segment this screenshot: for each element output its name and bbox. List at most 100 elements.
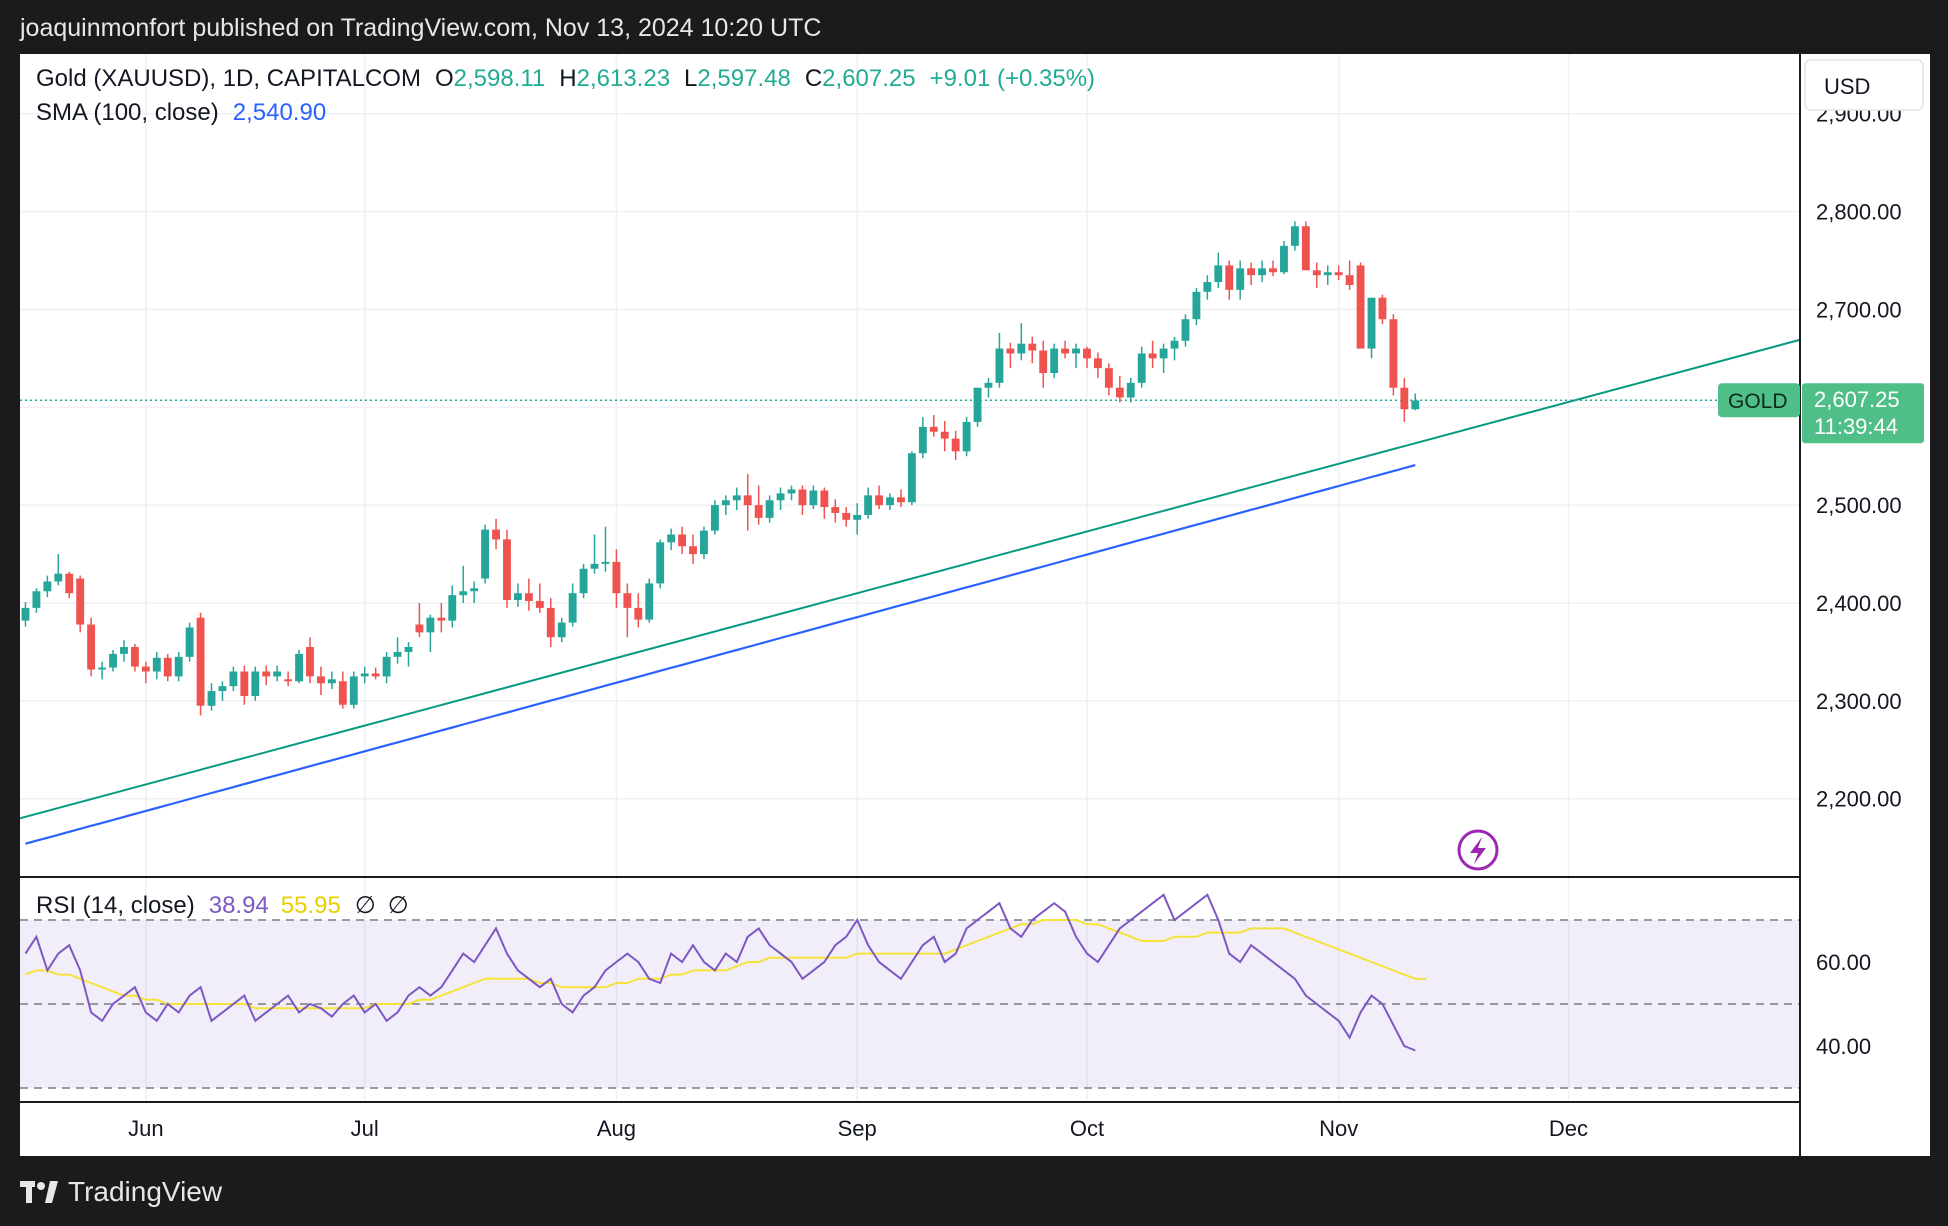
candle[interactable]	[1061, 340, 1070, 359]
candle[interactable]	[448, 585, 457, 628]
candle[interactable]	[700, 526, 708, 559]
candle[interactable]	[229, 666, 238, 692]
candle[interactable]	[689, 534, 697, 564]
candle[interactable]	[338, 671, 347, 709]
candle[interactable]	[1148, 340, 1157, 369]
legend-ohlc[interactable]: Gold (XAUUSD), 1D, CAPITALCOM O2,598.11 H2…	[36, 65, 1095, 92]
candle[interactable]	[1225, 260, 1234, 300]
candle[interactable]	[327, 671, 336, 690]
candle[interactable]	[765, 495, 774, 523]
candle[interactable]	[710, 500, 719, 535]
candle[interactable]	[1301, 221, 1310, 271]
candle[interactable]	[1104, 363, 1113, 396]
candle[interactable]	[973, 387, 982, 427]
candle[interactable]	[1400, 377, 1409, 422]
candle[interactable]	[897, 489, 905, 508]
candle[interactable]	[87, 617, 96, 677]
candle[interactable]	[634, 593, 643, 628]
candle[interactable]	[1039, 340, 1048, 388]
candle[interactable]	[174, 651, 183, 682]
candle[interactable]	[962, 417, 971, 457]
candle[interactable]	[393, 637, 402, 664]
legend-sma[interactable]: SMA (100, close) 2,540.90	[36, 99, 326, 126]
candle[interactable]	[1126, 377, 1135, 403]
candle[interactable]	[831, 499, 840, 523]
candle[interactable]	[1115, 375, 1124, 403]
price-axis[interactable]	[1801, 54, 1930, 1156]
candle[interactable]	[853, 503, 862, 535]
candle[interactable]	[1411, 393, 1420, 411]
candle[interactable]	[1389, 314, 1398, 396]
candle[interactable]	[864, 487, 873, 519]
candle[interactable]	[109, 649, 117, 672]
trendline[interactable]	[20, 338, 1801, 820]
candle[interactable]	[776, 487, 785, 511]
candle[interactable]	[875, 485, 883, 510]
candle[interactable]	[995, 332, 1004, 388]
candle[interactable]	[1017, 323, 1026, 361]
candle[interactable]	[470, 581, 479, 603]
candle[interactable]	[1334, 265, 1343, 281]
candle[interactable]	[295, 649, 303, 684]
candle[interactable]	[513, 583, 522, 607]
candle[interactable]	[809, 485, 818, 510]
candle[interactable]	[667, 528, 676, 551]
candle[interactable]	[820, 487, 829, 519]
candle[interactable]	[732, 487, 741, 511]
candle[interactable]	[21, 602, 30, 627]
candle[interactable]	[459, 565, 468, 603]
sma-line[interactable]	[25, 464, 1416, 845]
candle[interactable]	[1214, 252, 1223, 288]
candle[interactable]	[185, 622, 194, 662]
candle[interactable]	[524, 578, 533, 611]
candle[interactable]	[940, 420, 949, 452]
candle[interactable]	[1378, 294, 1387, 325]
candle[interactable]	[1137, 346, 1146, 388]
candle[interactable]	[1083, 346, 1091, 369]
candle[interactable]	[929, 415, 938, 437]
candle[interactable]	[1236, 260, 1245, 300]
candle[interactable]	[546, 598, 555, 648]
candle[interactable]	[656, 539, 665, 589]
candle[interactable]	[1050, 343, 1059, 378]
candle[interactable]	[65, 571, 74, 599]
candle[interactable]	[1159, 343, 1168, 374]
candle[interactable]	[1312, 262, 1321, 288]
candle[interactable]	[601, 526, 610, 572]
candle[interactable]	[590, 534, 599, 574]
lightning-icon[interactable]	[1457, 829, 1499, 871]
rsi-pane[interactable]	[20, 893, 1800, 1089]
candle[interactable]	[1170, 336, 1179, 361]
candle[interactable]	[1093, 352, 1102, 378]
candle[interactable]	[1006, 342, 1015, 369]
candle[interactable]	[98, 661, 107, 680]
candle[interactable]	[240, 665, 249, 705]
candle[interactable]	[404, 642, 413, 667]
chart-canvas[interactable]: 2,200.002,300.002,400.002,500.002,600.00…	[20, 54, 1930, 1156]
candle[interactable]	[1323, 265, 1332, 285]
candle[interactable]	[886, 493, 894, 511]
candle[interactable]	[535, 583, 544, 613]
candle[interactable]	[1269, 260, 1277, 277]
candle[interactable]	[1203, 275, 1212, 300]
candle[interactable]	[721, 495, 730, 515]
candle[interactable]	[743, 473, 752, 531]
rsi-line[interactable]	[24, 893, 1416, 1052]
candle[interactable]	[1028, 336, 1037, 364]
candle[interactable]	[262, 665, 271, 686]
candle[interactable]	[426, 614, 435, 652]
candle[interactable]	[787, 485, 796, 501]
candle[interactable]	[1072, 343, 1080, 369]
candle[interactable]	[306, 637, 314, 684]
candle[interactable]	[130, 644, 139, 672]
candle[interactable]	[360, 666, 369, 684]
candle[interactable]	[951, 430, 960, 461]
candle[interactable]	[273, 665, 282, 682]
candle[interactable]	[907, 451, 916, 506]
candle[interactable]	[918, 417, 927, 459]
candle[interactable]	[120, 640, 128, 662]
candle[interactable]	[568, 583, 577, 627]
candle[interactable]	[481, 524, 490, 584]
candle[interactable]	[798, 485, 807, 515]
candles[interactable]	[21, 221, 1420, 716]
